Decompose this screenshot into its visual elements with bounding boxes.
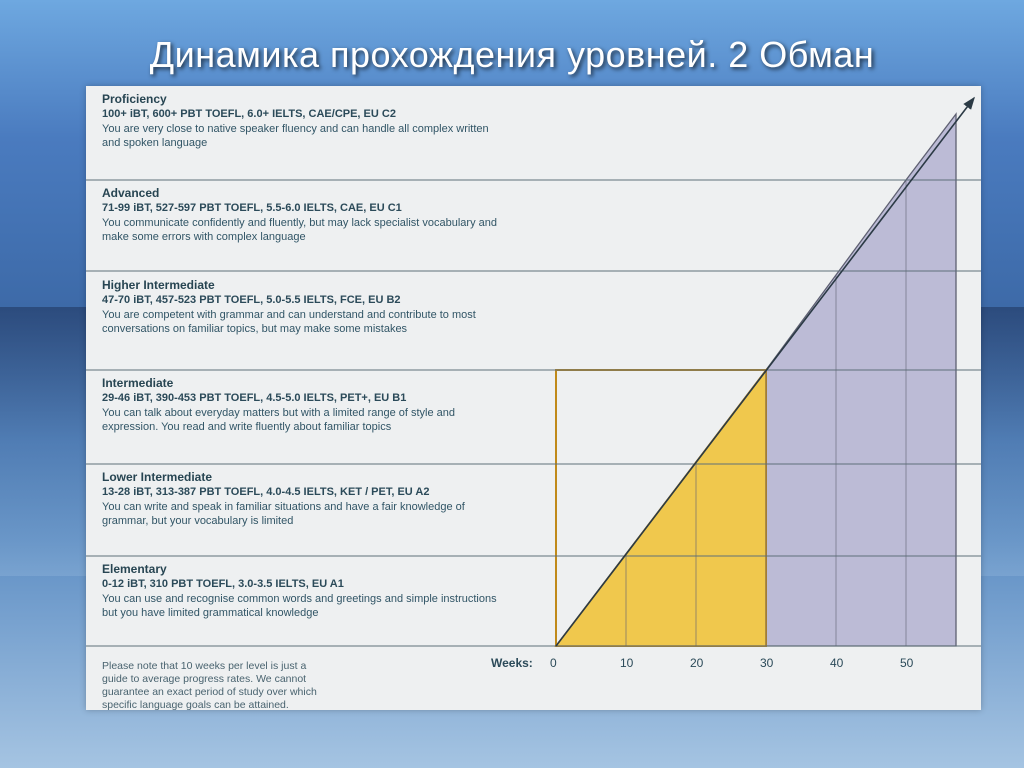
level-desc: You can use and recognise common words a… <box>102 593 502 621</box>
level-scores: 100+ iBT, 600+ PBT TOEFL, 6.0+ IELTS, CA… <box>102 108 502 122</box>
level-proficiency: Proficiency100+ iBT, 600+ PBT TOEFL, 6.0… <box>102 92 502 150</box>
level-scores: 29-46 iBT, 390-453 PBT TOEFL, 4.5-5.0 IE… <box>102 392 502 406</box>
x-tick: 20 <box>690 656 703 670</box>
slide-title: Динамика прохождения уровней. 2 Обман <box>0 34 1024 76</box>
level-desc: You can write and speak in familiar situ… <box>102 501 502 529</box>
x-tick: 30 <box>760 656 773 670</box>
level-desc: You communicate confidently and fluently… <box>102 217 502 245</box>
level-name: Intermediate <box>102 376 502 391</box>
level-name: Advanced <box>102 186 502 201</box>
level-scores: 13-28 iBT, 313-387 PBT TOEFL, 4.0-4.5 IE… <box>102 486 502 500</box>
level-scores: 0-12 iBT, 310 PBT TOEFL, 3.0-3.5 IELTS, … <box>102 578 502 592</box>
level-scores: 71-99 iBT, 527-597 PBT TOEFL, 5.5-6.0 IE… <box>102 202 502 216</box>
x-tick: 40 <box>830 656 843 670</box>
footnote: Please note that 10 weeks per level is j… <box>102 660 332 713</box>
level-name: Lower Intermediate <box>102 470 502 485</box>
x-tick: 0 <box>550 656 557 670</box>
level-scores: 47-70 iBT, 457-523 PBT TOEFL, 5.0-5.5 IE… <box>102 294 502 308</box>
chart-card: Proficiency100+ iBT, 600+ PBT TOEFL, 6.0… <box>86 86 981 710</box>
level-name: Proficiency <box>102 92 502 107</box>
level-advanced: Advanced71-99 iBT, 527-597 PBT TOEFL, 5.… <box>102 186 502 244</box>
level-desc: You are competent with grammar and can u… <box>102 309 502 337</box>
x-axis-label: Weeks: <box>491 656 533 670</box>
level-desc: You are very close to native speaker flu… <box>102 123 502 151</box>
level-name: Higher Intermediate <box>102 278 502 293</box>
x-tick: 10 <box>620 656 633 670</box>
x-tick: 50 <box>900 656 913 670</box>
level-lower_int: Lower Intermediate13-28 iBT, 313-387 PBT… <box>102 470 502 528</box>
level-higher_int: Higher Intermediate47-70 iBT, 457-523 PB… <box>102 278 502 336</box>
level-elementary: Elementary0-12 iBT, 310 PBT TOEFL, 3.0-3… <box>102 562 502 620</box>
level-name: Elementary <box>102 562 502 577</box>
level-intermediate: Intermediate29-46 iBT, 390-453 PBT TOEFL… <box>102 376 502 434</box>
level-desc: You can talk about everyday matters but … <box>102 407 502 435</box>
